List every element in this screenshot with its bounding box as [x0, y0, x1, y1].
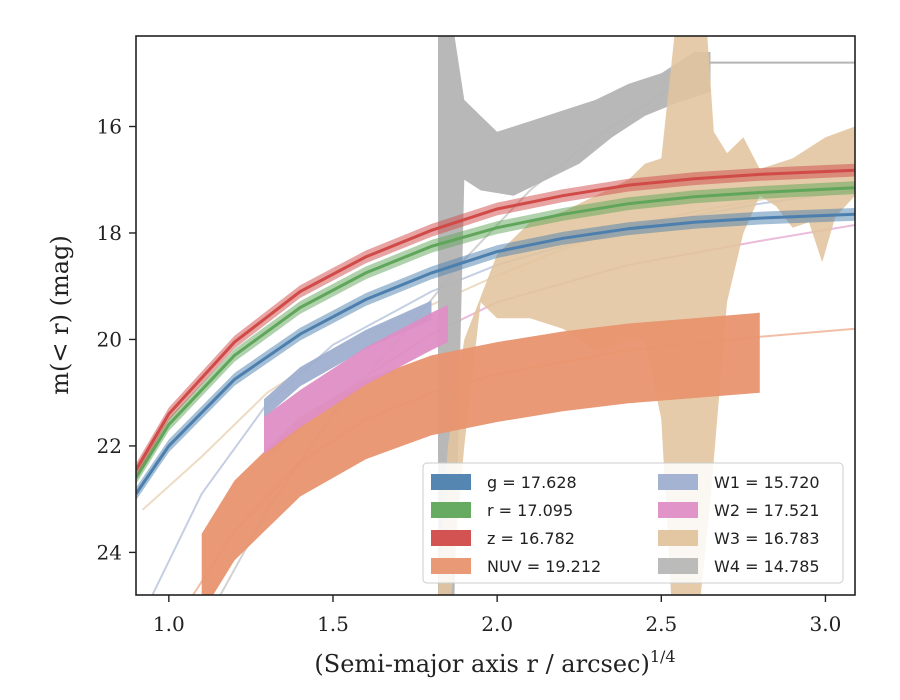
- legend-label-g: g = 17.628: [487, 473, 577, 492]
- y-tick-label: 20: [97, 327, 122, 351]
- legend-swatch-w3: [658, 530, 698, 546]
- y-axis-label: m(< r) (mag): [46, 235, 74, 394]
- y-tick-label: 24: [97, 540, 122, 564]
- x-tick-label: 2.5: [645, 612, 677, 636]
- y-tick-label: 18: [97, 221, 122, 245]
- band-w1: [264, 300, 432, 419]
- legend: g = 17.628 r = 17.095 z = 16.782 NUV = 19.2…: [422, 462, 844, 584]
- x-tick-label: 1.5: [317, 612, 349, 636]
- band-nuv: [201, 312, 760, 595]
- y-tick-label: 22: [97, 434, 122, 458]
- curve-g: [136, 212, 855, 495]
- x-tick-label: 2.0: [481, 612, 513, 636]
- ticks-layer: 1.0 1.5 2.0 2.5 3.0 16 18 20 22 24: [97, 115, 842, 636]
- series-layer: [136, 36, 855, 595]
- legend-box: [422, 462, 844, 584]
- x-axis-label: (Semi-major axis r / arcsec)1/4: [314, 647, 675, 678]
- x-tick-label: 3.0: [810, 612, 842, 636]
- legend-label-nuv: NUV = 19.212: [487, 557, 601, 576]
- legend-items: g = 17.628 r = 17.095 z = 16.782 NUV = 19.2…: [431, 473, 820, 576]
- legend-swatch-w4: [658, 558, 698, 574]
- x-axis-label-sup: 1/4: [650, 647, 676, 666]
- band-w4: [438, 36, 711, 595]
- legend-swatch-w2: [658, 502, 698, 518]
- plot-frame: [135, 35, 856, 596]
- legend-label-w3: W3 = 16.783: [714, 529, 820, 548]
- curve-z: [136, 168, 855, 471]
- legend-label-w4: W4 = 14.785: [714, 557, 820, 576]
- legend-label-w1: W1 = 15.720: [714, 473, 820, 492]
- legend-label-r: r = 17.095: [487, 501, 573, 520]
- legend-swatch-w1: [658, 474, 698, 490]
- legend-swatch-nuv: [431, 558, 471, 574]
- y-tick-label: 16: [97, 115, 122, 139]
- x-tick-label: 1.0: [153, 612, 185, 636]
- legend-swatch-r: [431, 502, 471, 518]
- legend-label-w2: W2 = 17.521: [714, 501, 820, 520]
- legend-label-z: z = 16.782: [487, 529, 575, 548]
- legend-swatch-g: [431, 474, 471, 490]
- band-g: [136, 208, 855, 501]
- legend-swatch-z: [431, 530, 471, 546]
- curve-r: [136, 186, 855, 479]
- x-axis-label-text: (Semi-major axis r / arcsec): [314, 650, 649, 678]
- band-w2: [264, 304, 448, 454]
